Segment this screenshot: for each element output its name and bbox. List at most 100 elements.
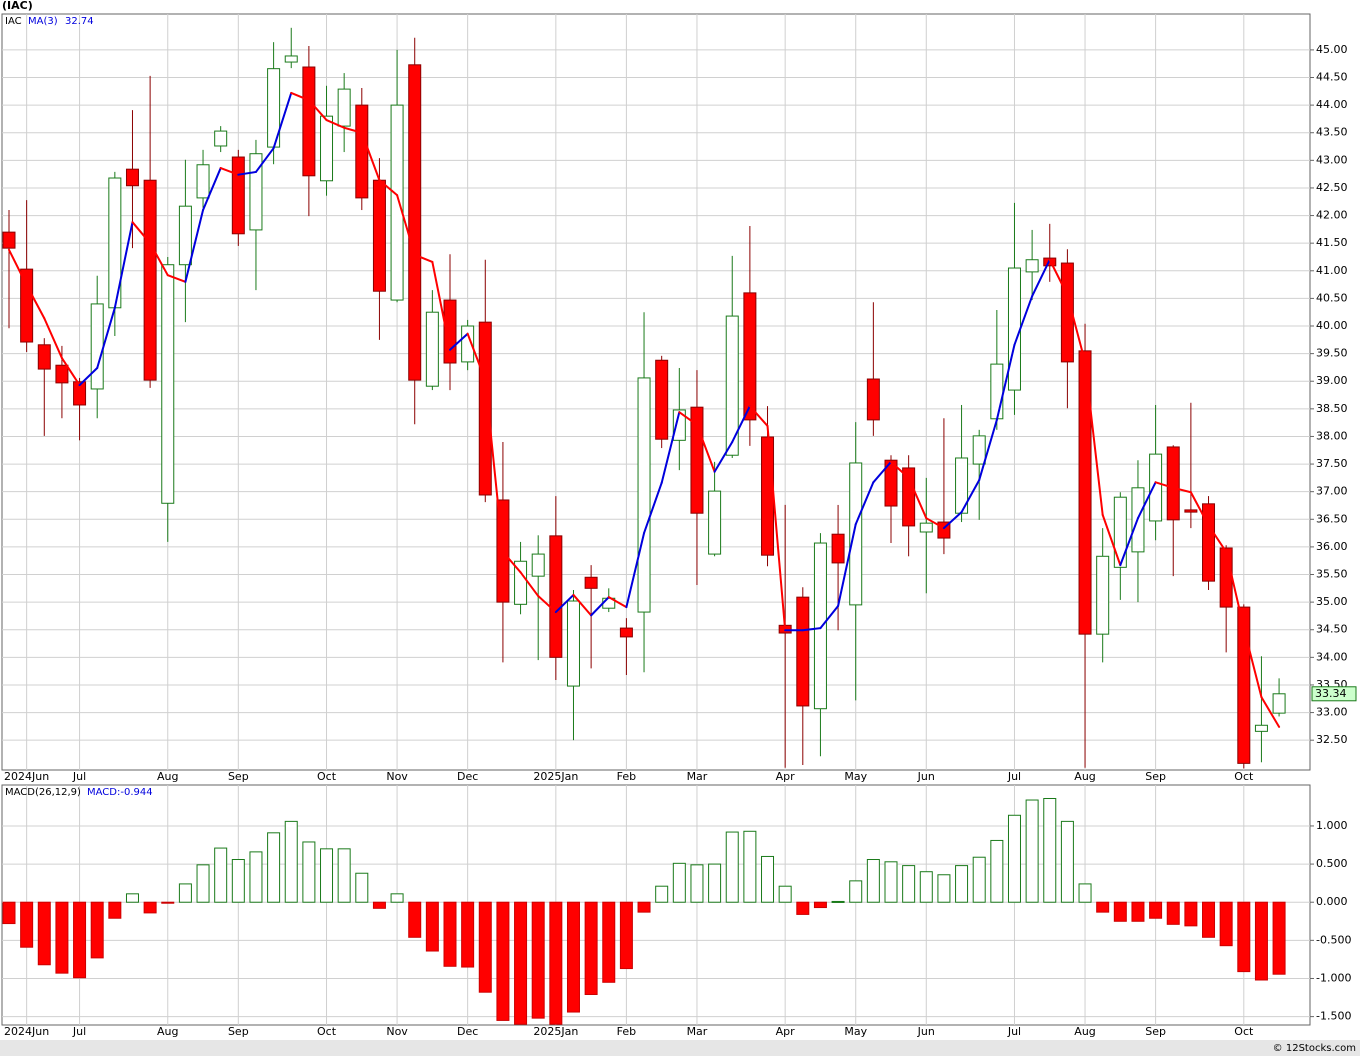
macd-bar (55, 901, 69, 974)
ma-line (1172, 486, 1192, 494)
candle-body (1219, 547, 1233, 608)
last-price-label: 33.34 (1315, 687, 1347, 700)
x-tick-label: Oct (317, 1025, 337, 1038)
macd-bar (1007, 814, 1021, 903)
y-tick-label: 38.00 (1316, 429, 1348, 442)
macd-bar (249, 851, 263, 903)
candle-body (302, 66, 316, 177)
ma-line (978, 418, 998, 482)
x-tick-label: 2025Jan (533, 1025, 578, 1038)
ma-line (307, 99, 328, 122)
macd-bar (1149, 901, 1163, 919)
ma-line (131, 221, 152, 245)
x-tick-label: Oct (1234, 770, 1254, 783)
y-tick-label: 38.50 (1316, 402, 1348, 415)
ma-line (1101, 513, 1122, 567)
macd-bar (302, 841, 316, 903)
macd-bar (919, 871, 933, 903)
ma-line (254, 147, 275, 173)
macd-bar (849, 880, 863, 903)
y-tick-label: 41.50 (1316, 236, 1348, 249)
ma-line (290, 91, 310, 102)
y-tick-label: 34.50 (1316, 623, 1348, 636)
legend-macd-value: MACD:-0.944 (87, 787, 153, 798)
footer-bar (0, 1040, 1360, 1056)
legend-macd: MACD(26,12,9) (5, 787, 81, 798)
ma-line (572, 593, 593, 617)
y-tick-label: 39.50 (1316, 347, 1348, 360)
ma-line (272, 91, 293, 150)
macd-bar (672, 862, 686, 903)
x-tick-label: Aug (157, 770, 178, 783)
ma-line (907, 476, 928, 520)
ma-line (378, 179, 399, 197)
candle-body (2, 231, 16, 249)
ma-line (360, 131, 381, 182)
candle-body (514, 560, 528, 605)
macd-bar (619, 901, 633, 970)
candle-body (531, 553, 545, 577)
x-tick-label: Apr (776, 770, 796, 783)
ma-line (166, 274, 187, 283)
macd-bar (496, 901, 510, 1021)
macd-bar (37, 901, 51, 966)
macd-bar (214, 847, 228, 903)
candle-body (1202, 503, 1216, 582)
candle-body (884, 459, 898, 507)
candle-body (655, 359, 669, 440)
ma-line (43, 317, 63, 360)
y-tick-label: 43.00 (1316, 153, 1348, 166)
ma-line (1207, 524, 1228, 553)
candle-body (1272, 693, 1286, 714)
y-tick-label: 45.00 (1316, 43, 1348, 56)
x-tick-label: Apr (776, 1025, 796, 1038)
x-tick-label: Nov (386, 1025, 408, 1038)
macd-bar (1113, 901, 1127, 922)
candle-body (1237, 606, 1251, 764)
x-tick-label: May (844, 1025, 867, 1038)
ma-line (995, 343, 1016, 421)
ma-line (501, 550, 522, 574)
macd-bar (796, 901, 810, 915)
ma-line (466, 332, 487, 382)
macd-bar (267, 832, 281, 903)
candle-body (125, 168, 139, 187)
last-price-box (1311, 686, 1357, 702)
candle-body (1166, 446, 1180, 521)
x-tick-label: Sep (228, 770, 249, 783)
candle-body (972, 435, 986, 465)
macd-bar (813, 901, 827, 909)
macd-bar (637, 901, 651, 913)
y-tick-label: -0.500 (1316, 933, 1351, 946)
macd-bar (708, 863, 722, 903)
macd-bar (1096, 901, 1110, 913)
x-tick-label: 2025Jan (533, 770, 578, 783)
y-tick-label: 42.50 (1316, 181, 1348, 194)
macd-bar (390, 893, 404, 903)
macd-bar (1219, 901, 1233, 947)
ma-line (801, 627, 822, 632)
ma-line (184, 209, 205, 283)
x-tick-label: Jul (1007, 770, 1021, 783)
x-tick-label: Sep (228, 1025, 249, 1038)
y-tick-label: 44.50 (1316, 71, 1348, 84)
ma-line (325, 119, 346, 129)
candle-body (55, 364, 69, 384)
macd-bar (478, 901, 492, 993)
macd-bar (408, 901, 422, 938)
candle-body (1184, 509, 1198, 513)
ma-line (96, 306, 116, 369)
ma-line (625, 532, 646, 609)
y-tick-label: 41.00 (1316, 264, 1348, 277)
candle-body (866, 378, 880, 421)
candle-body (1078, 350, 1092, 635)
macd-bar (1202, 901, 1216, 938)
candle-body (1113, 496, 1127, 568)
legend-symbol: IAC (5, 16, 22, 27)
ma-line (149, 242, 169, 277)
macd-bar (372, 901, 386, 909)
ma-line (202, 167, 222, 212)
candle-body (725, 315, 739, 456)
